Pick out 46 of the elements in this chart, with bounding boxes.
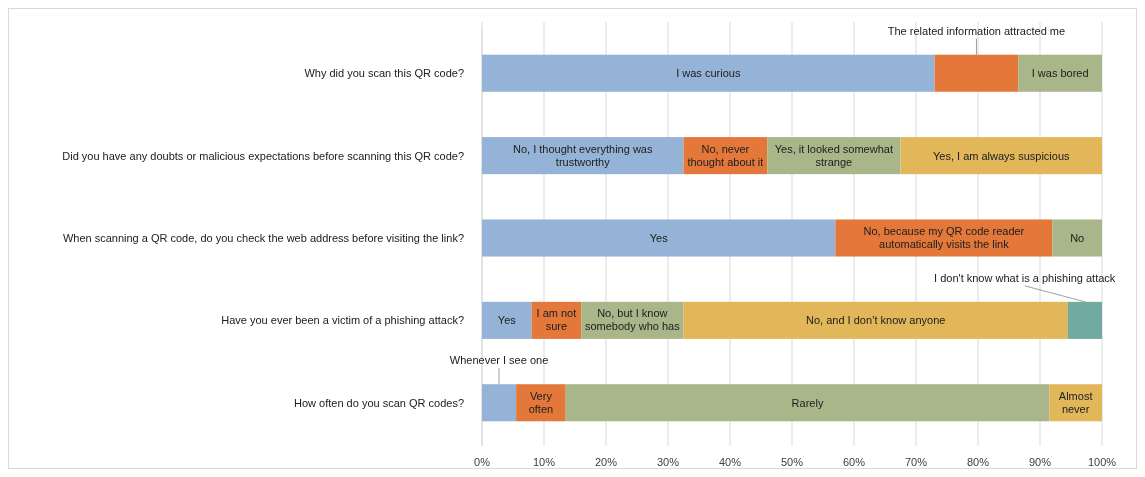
- bar: [1052, 219, 1102, 257]
- data-label: I was curious: [676, 67, 741, 80]
- bar: [565, 384, 1050, 422]
- data-label: The related information attracted me: [887, 24, 1066, 37]
- data-label: No, and I don’t know anyone: [805, 314, 946, 327]
- y-tick-label: Did you have any doubts or malicious expectations before scanning this QR code?: [62, 149, 464, 162]
- data-label: Yes, I am always suspicious: [932, 149, 1071, 162]
- bar: [482, 219, 836, 257]
- data-label: I was bored: [1031, 67, 1089, 80]
- x-tick-label: 90%: [1028, 456, 1052, 468]
- x-tick-label: 70%: [904, 456, 928, 468]
- data-label: Yes: [497, 314, 517, 327]
- x-tick-label: 80%: [966, 456, 990, 468]
- y-tick-label: Why did you scan this QR code?: [304, 67, 464, 80]
- data-label: I am not sure: [536, 307, 577, 333]
- bar: [482, 301, 532, 339]
- x-tick-label: 0%: [474, 456, 491, 468]
- bar: [683, 301, 1068, 339]
- data-label: Yes: [649, 232, 669, 244]
- data-label: Rarely: [791, 396, 824, 409]
- bar: [1067, 301, 1102, 339]
- data-label: Whenever I see one: [449, 354, 549, 367]
- bar: [934, 54, 1019, 92]
- bar: [482, 54, 935, 92]
- data-label: No, because my QR code reader automatically visits the link: [863, 225, 1025, 250]
- y-tick-label: How often do you scan QR codes?: [294, 396, 464, 409]
- data-label: Almost never: [1058, 389, 1093, 415]
- data-label: Yes, it looked somewhat strange: [774, 142, 893, 168]
- x-tick-label: 10%: [532, 456, 556, 468]
- y-tick-label: Have you ever been a victim of a phishing attack?: [221, 314, 464, 327]
- data-label: No, but I know somebody who has: [584, 307, 681, 333]
- data-label: No: [1070, 232, 1085, 244]
- bar: [482, 384, 517, 422]
- data-label: No, never thought about it: [687, 142, 764, 168]
- y-tick-label: When scanning a QR code, do you check the web address before visiting the link?: [62, 232, 464, 244]
- data-label: Very often: [528, 389, 554, 415]
- data-label: No, I thought everything was trustworthy: [513, 142, 653, 168]
- x-tick-label: 40%: [718, 456, 742, 468]
- bar: [900, 137, 1102, 175]
- x-tick-label: 50%: [780, 456, 804, 468]
- x-tick-label: 100%: [1087, 456, 1117, 468]
- x-tick-label: 60%: [842, 456, 866, 468]
- x-tick-label: 20%: [594, 456, 618, 468]
- x-tick-label: 30%: [656, 456, 680, 468]
- bar: [1018, 54, 1102, 92]
- data-label: I don't know what is a phishing attack: [934, 271, 1116, 284]
